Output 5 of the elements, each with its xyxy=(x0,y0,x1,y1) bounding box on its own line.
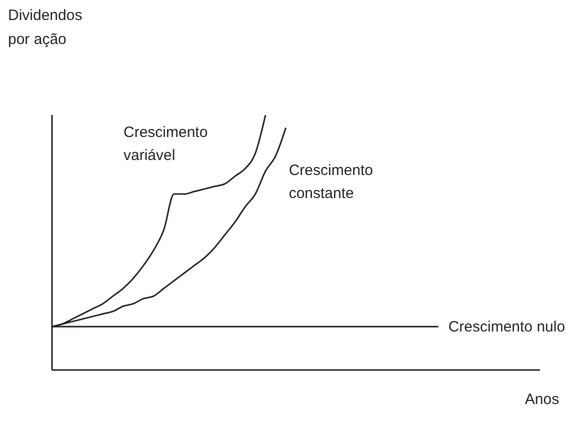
x-axis-title: Anos xyxy=(524,391,560,408)
series-label: Crescimento variável xyxy=(124,124,208,164)
y-axis-title: Dividendos por ação xyxy=(8,7,82,48)
series-label: Crescimento constante xyxy=(288,162,374,202)
series-label: Crescimento nulo xyxy=(448,318,566,336)
